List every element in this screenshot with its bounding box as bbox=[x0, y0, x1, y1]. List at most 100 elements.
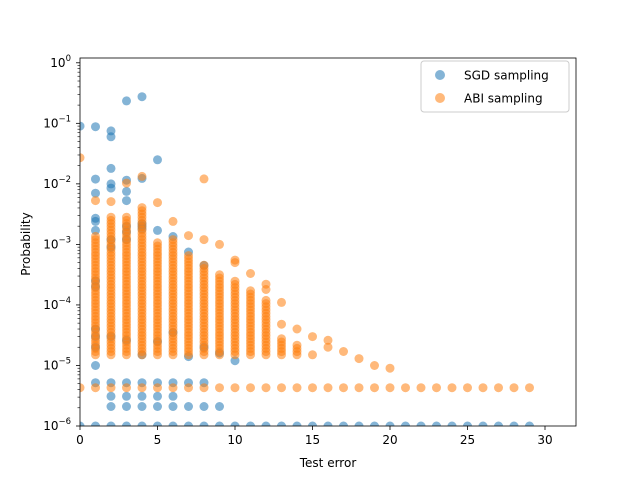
plot-area bbox=[80, 92, 534, 426]
data-point-abi bbox=[370, 383, 379, 393]
data-point-abi bbox=[246, 286, 255, 296]
data-point-sgd bbox=[168, 391, 178, 401]
data-point-abi bbox=[432, 383, 441, 393]
data-point-sgd bbox=[137, 421, 147, 426]
data-point-abi bbox=[339, 383, 348, 393]
data-point-abi bbox=[199, 383, 209, 393]
y-tick-label: 10−3 bbox=[43, 235, 71, 251]
x-tick-label: 10 bbox=[227, 433, 242, 447]
data-point-sgd bbox=[122, 96, 131, 106]
data-point-abi bbox=[323, 335, 333, 345]
x-axis-label: Test error bbox=[299, 456, 357, 470]
data-point-sgd bbox=[478, 421, 488, 426]
data-point-sgd bbox=[230, 421, 240, 426]
data-point-abi bbox=[215, 270, 224, 280]
data-point-abi bbox=[261, 285, 271, 294]
data-point-sgd bbox=[137, 92, 147, 102]
data-point-abi bbox=[261, 295, 271, 305]
data-point-abi bbox=[91, 383, 100, 393]
data-point-sgd bbox=[106, 391, 116, 401]
x-tick-label: 15 bbox=[305, 433, 320, 447]
legend-frame bbox=[420, 60, 570, 113]
data-point-sgd bbox=[137, 402, 147, 411]
y-tick-label: 10−5 bbox=[43, 356, 71, 372]
data-point-sgd bbox=[91, 174, 100, 184]
data-point-abi bbox=[308, 350, 317, 360]
data-point-abi bbox=[277, 383, 286, 393]
axes: 0 5 10 15 20 25 30 10−6 10−5 10−4 10−3 10−2 10−1 100 bbox=[43, 54, 577, 447]
data-point-sgd bbox=[80, 121, 85, 131]
y-tick-label: 10−4 bbox=[43, 296, 71, 312]
x-tick-label: 0 bbox=[76, 433, 84, 447]
data-point-abi bbox=[292, 340, 302, 350]
data-point-abi bbox=[80, 383, 85, 393]
data-point-abi bbox=[230, 383, 240, 393]
data-point-sgd bbox=[246, 421, 255, 426]
y-tick-label: 10−6 bbox=[43, 417, 71, 433]
data-point-sgd bbox=[494, 421, 503, 426]
data-point-abi bbox=[447, 383, 457, 393]
data-point-abi bbox=[91, 196, 100, 206]
data-point-abi bbox=[106, 197, 116, 207]
data-point-abi bbox=[509, 383, 519, 393]
data-point-abi bbox=[308, 332, 317, 342]
data-point-abi bbox=[277, 334, 286, 344]
data-point-abi bbox=[168, 216, 178, 226]
data-point-abi bbox=[91, 231, 100, 241]
data-point-sgd bbox=[509, 421, 519, 426]
data-point-sgd bbox=[215, 421, 224, 426]
data-point-sgd bbox=[106, 163, 116, 173]
data-point-abi bbox=[184, 251, 193, 261]
y-tick-label: 100 bbox=[50, 54, 71, 70]
data-point-sgd bbox=[91, 361, 100, 370]
data-point-sgd bbox=[106, 132, 116, 142]
data-point-sgd bbox=[354, 421, 364, 426]
data-point-abi bbox=[416, 383, 426, 393]
data-point-abi bbox=[137, 171, 147, 181]
data-point-abi bbox=[370, 361, 379, 370]
data-point-sgd bbox=[370, 421, 379, 426]
data-point-abi bbox=[168, 235, 178, 245]
data-point-abi bbox=[277, 297, 286, 307]
data-point-abi bbox=[122, 178, 131, 188]
data-point-sgd bbox=[447, 421, 457, 426]
data-point-sgd bbox=[122, 391, 131, 401]
data-point-sgd bbox=[91, 216, 100, 226]
data-point-abi bbox=[106, 383, 116, 393]
data-point-abi bbox=[168, 383, 178, 393]
data-point-sgd bbox=[153, 391, 162, 401]
data-point-abi bbox=[184, 231, 193, 241]
data-points bbox=[80, 92, 534, 426]
data-point-sgd bbox=[401, 421, 410, 426]
data-point-abi bbox=[323, 383, 333, 393]
data-point-abi bbox=[199, 260, 209, 270]
plot-frame bbox=[79, 57, 577, 427]
data-point-sgd bbox=[277, 421, 286, 426]
data-point-abi bbox=[122, 212, 131, 222]
data-point-sgd bbox=[385, 421, 395, 426]
x-tick-label: 25 bbox=[460, 433, 475, 447]
data-point-abi bbox=[401, 383, 410, 393]
data-point-sgd bbox=[80, 421, 85, 426]
data-point-abi bbox=[80, 153, 85, 163]
data-point-sgd bbox=[153, 421, 162, 426]
data-point-abi bbox=[199, 174, 209, 184]
data-point-abi bbox=[199, 235, 209, 245]
data-point-sgd bbox=[106, 402, 116, 411]
data-point-abi bbox=[106, 212, 116, 222]
data-point-sgd bbox=[261, 421, 271, 426]
legend-label-sgd: SGD sampling bbox=[464, 69, 549, 83]
legend: SGD sampling ABI sampling bbox=[420, 60, 570, 113]
data-point-sgd bbox=[91, 421, 100, 426]
data-point-sgd bbox=[292, 421, 302, 426]
data-point-abi bbox=[153, 238, 162, 248]
data-point-sgd bbox=[525, 421, 534, 426]
data-point-abi bbox=[215, 239, 224, 249]
data-point-abi bbox=[246, 383, 255, 393]
data-point-sgd bbox=[106, 183, 116, 193]
series-abi bbox=[80, 153, 534, 393]
x-tick-label: 30 bbox=[537, 433, 552, 447]
data-point-sgd bbox=[122, 196, 131, 206]
data-point-abi bbox=[153, 198, 162, 208]
